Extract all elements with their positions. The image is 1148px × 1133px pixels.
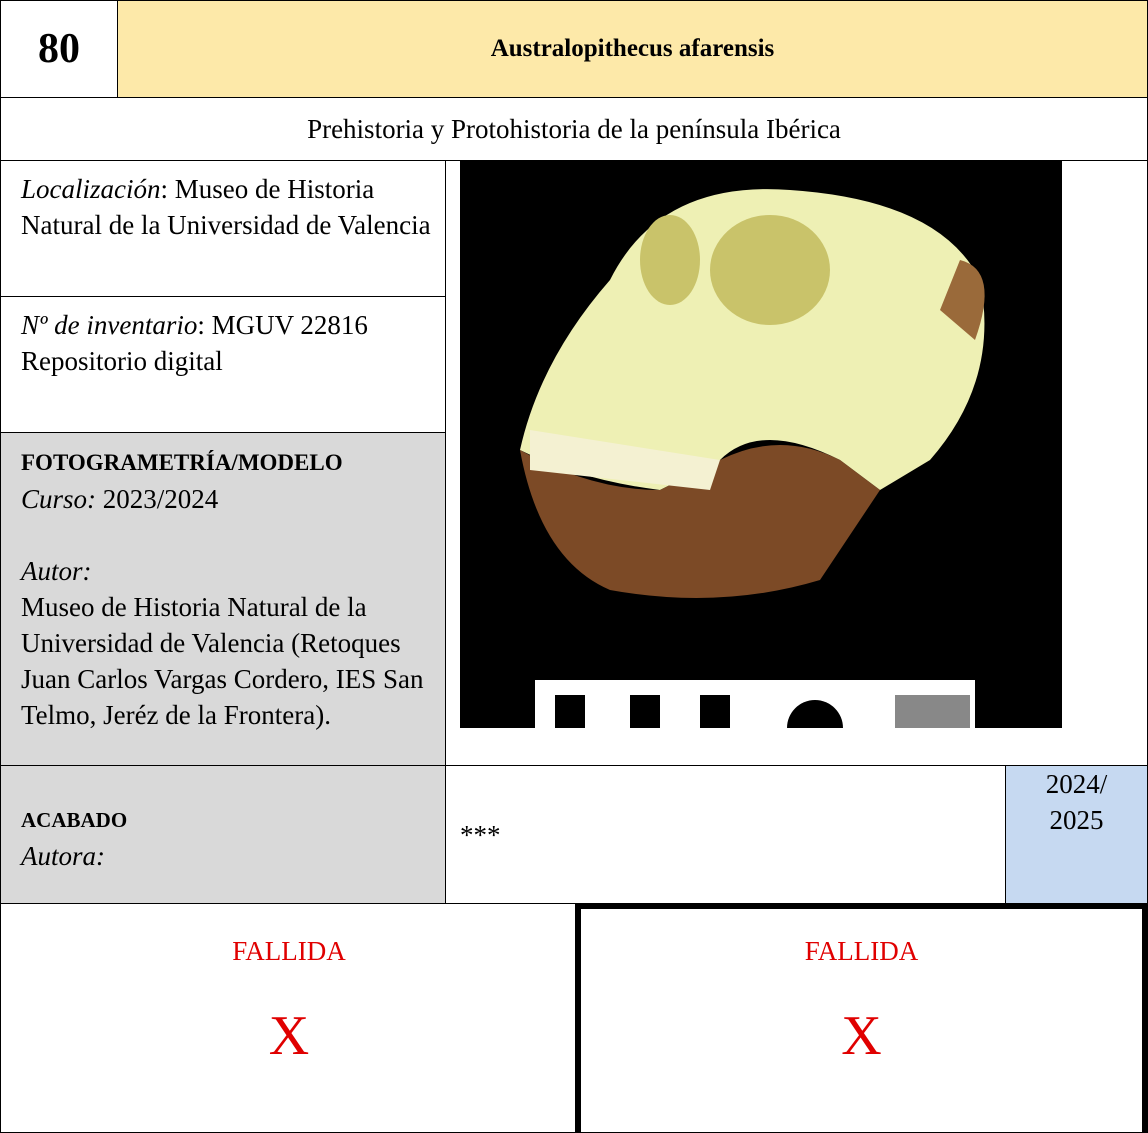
location-cell: Localización: Museo de Historia Natural …: [0, 160, 446, 297]
photogrammetry-heading: FOTOGRAMETRÍA/MODELO: [21, 450, 343, 475]
inventory-text: : MGUV 22816: [197, 310, 368, 340]
inventory-label: Nº de inventario: [21, 310, 198, 340]
failed-mark: X: [268, 1005, 310, 1067]
image-cell: [445, 160, 1148, 766]
record-number: 80: [38, 26, 80, 72]
failed-status: FALLIDA: [804, 936, 919, 966]
finish-author-label: Autora:: [21, 841, 105, 871]
inventory-cell: Nº de inventario: MGUV 22816 Repositorio…: [0, 296, 446, 433]
stars-cell: ***: [445, 765, 1006, 904]
author-label: Autor:: [21, 556, 92, 586]
failed-cell: FALLIDA X: [575, 903, 1148, 1133]
subtitle-cell: Prehistoria y Protohistoria de la peníns…: [0, 97, 1148, 161]
year: 2024/ 2025: [1045, 769, 1108, 835]
finish-cell: ACABADO Autora:: [0, 765, 446, 904]
failed-mark: X: [841, 1005, 882, 1067]
author: Museo de Historia Natural de la Universi…: [21, 592, 424, 730]
photogrammetry-cell: FOTOGRAMETRÍA/MODELO Curso: 2023/2024 Au…: [0, 432, 446, 766]
finish-heading: ACABADO: [21, 808, 128, 832]
number-cell: 80: [0, 0, 118, 98]
skull-photo: [460, 160, 1062, 728]
stars: ***: [460, 819, 501, 850]
course-label: Curso:: [21, 484, 97, 514]
record-title: Australopithecus afarensis: [490, 35, 775, 62]
subtitle: Prehistoria y Protohistoria de la peníns…: [307, 114, 841, 144]
repository: Repositorio digital: [21, 346, 223, 376]
failed-cell: FALLIDA X: [0, 903, 578, 1133]
location-text: : Museo de Historia Natural de la Univer…: [21, 174, 431, 240]
year-cell: 2024/ 2025: [1005, 765, 1148, 904]
location-label: Localización: [21, 174, 161, 204]
course: 2023/2024: [96, 484, 219, 514]
failed-status: FALLIDA: [232, 936, 346, 966]
title-cell: Australopithecus afarensis: [117, 0, 1148, 98]
